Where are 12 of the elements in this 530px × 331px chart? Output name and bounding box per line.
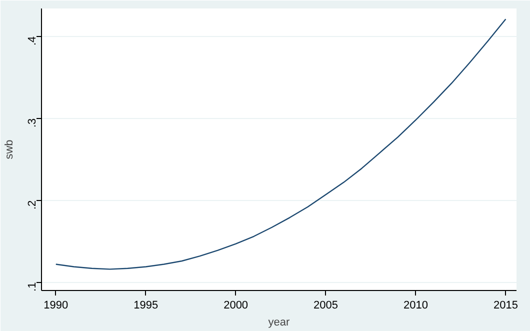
x-tick-label: 2000: [224, 300, 248, 312]
y-tick-label: .1: [26, 282, 38, 292]
x-tick-label: 2005: [314, 300, 338, 312]
x-tick-label: 2015: [493, 300, 518, 312]
x-tick-label: 2010: [404, 300, 428, 312]
y-tick-label: .3: [26, 118, 38, 128]
x-tick-label: 1990: [44, 300, 68, 312]
y-tick-label: .4: [26, 36, 38, 46]
y-axis-title: swb: [4, 140, 16, 160]
x-axis-title: year: [268, 316, 290, 328]
x-tick-label: 1995: [134, 300, 158, 312]
y-tick-label: .2: [26, 200, 38, 210]
